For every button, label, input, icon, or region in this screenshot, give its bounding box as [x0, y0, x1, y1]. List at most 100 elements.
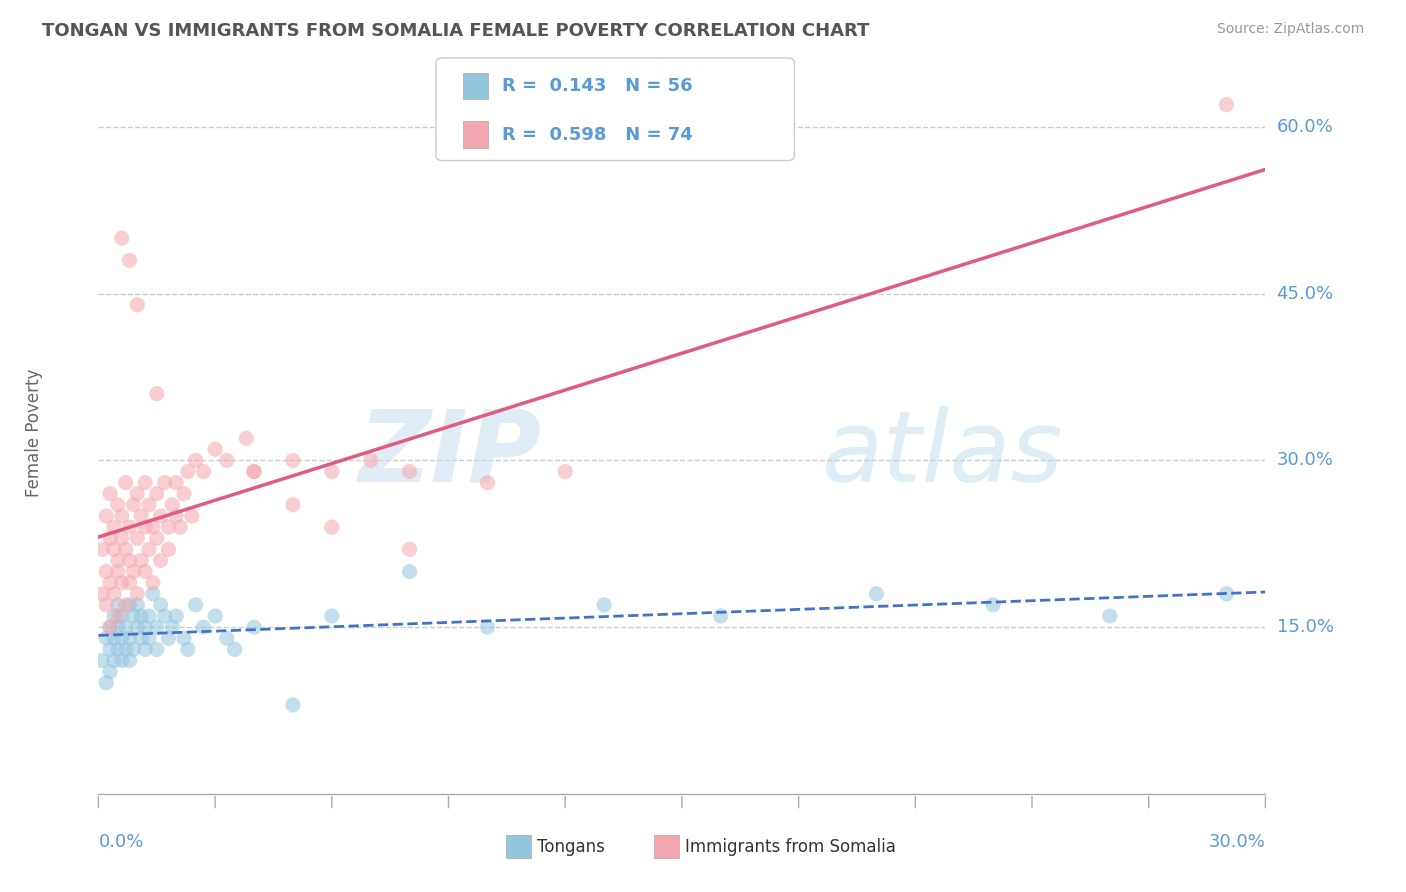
Point [173, 487, 195, 501]
Point [118, 632, 141, 646]
Point [134, 565, 156, 579]
Point [111, 653, 134, 667]
Point [134, 475, 156, 490]
Text: 45.0%: 45.0% [1277, 285, 1334, 302]
Point [98, 620, 121, 634]
Point [157, 632, 180, 646]
Point [98, 642, 121, 657]
Point [134, 620, 156, 634]
Point [129, 632, 152, 646]
Point [1098, 609, 1121, 624]
Point [593, 598, 616, 612]
Point [96, 675, 118, 690]
Point [165, 475, 187, 490]
Point [138, 498, 160, 512]
Point [98, 665, 121, 679]
Point [127, 598, 149, 612]
Point [127, 487, 149, 501]
Point [180, 508, 202, 523]
Point [111, 632, 134, 646]
Point [103, 542, 125, 557]
Point [96, 598, 118, 612]
Point [129, 553, 152, 567]
Point [114, 620, 136, 634]
Point [157, 542, 180, 557]
Point [118, 520, 141, 534]
Point [107, 620, 129, 634]
Point [165, 609, 187, 624]
Point [98, 575, 121, 590]
Point [111, 531, 134, 545]
Point [142, 520, 165, 534]
Point [127, 298, 149, 312]
Point [149, 553, 172, 567]
Point [146, 620, 169, 634]
Point [122, 609, 145, 624]
Point [243, 465, 266, 479]
Point [118, 598, 141, 612]
Point [477, 620, 499, 634]
Text: 30.0%: 30.0% [1209, 833, 1265, 851]
Text: ZIP: ZIP [359, 406, 541, 503]
Point [235, 431, 257, 445]
Point [107, 609, 129, 624]
Point [162, 620, 184, 634]
Point [146, 386, 169, 401]
Point [103, 632, 125, 646]
Point [107, 565, 129, 579]
Point [184, 453, 207, 467]
Text: 15.0%: 15.0% [1277, 618, 1333, 636]
Point [153, 475, 176, 490]
Point [91, 542, 114, 557]
Point [149, 598, 172, 612]
Point [118, 253, 141, 268]
Point [114, 598, 136, 612]
Point [138, 632, 160, 646]
Point [360, 453, 382, 467]
Text: Female Poverty: Female Poverty [25, 368, 44, 497]
Point [146, 487, 169, 501]
Point [96, 508, 118, 523]
Point [215, 453, 238, 467]
Point [142, 587, 165, 601]
Point [710, 609, 733, 624]
Text: Immigrants from Somalia: Immigrants from Somalia [685, 838, 896, 855]
Point [103, 587, 125, 601]
Point [554, 465, 576, 479]
Point [134, 642, 156, 657]
Point [1215, 587, 1237, 601]
Point [127, 620, 149, 634]
Point [204, 442, 226, 457]
Point [193, 465, 215, 479]
Point [142, 575, 165, 590]
Point [321, 520, 343, 534]
Point [122, 642, 145, 657]
Point [122, 498, 145, 512]
Point [204, 609, 226, 624]
Point [107, 553, 129, 567]
Point [281, 698, 304, 712]
Point [153, 609, 176, 624]
Point [111, 231, 134, 245]
Point [146, 531, 169, 545]
Point [215, 632, 238, 646]
Text: 60.0%: 60.0% [1277, 118, 1333, 136]
Point [129, 508, 152, 523]
Point [91, 653, 114, 667]
Point [398, 565, 420, 579]
Point [981, 598, 1004, 612]
Point [114, 542, 136, 557]
Point [224, 642, 246, 657]
Point [281, 498, 304, 512]
Point [169, 520, 191, 534]
Point [98, 531, 121, 545]
Point [184, 598, 207, 612]
Point [111, 508, 134, 523]
Point [157, 520, 180, 534]
Point [111, 575, 134, 590]
Point [96, 565, 118, 579]
Point [138, 542, 160, 557]
Point [91, 587, 114, 601]
Text: R =  0.143   N = 56: R = 0.143 N = 56 [502, 77, 693, 95]
Point [1215, 97, 1237, 112]
